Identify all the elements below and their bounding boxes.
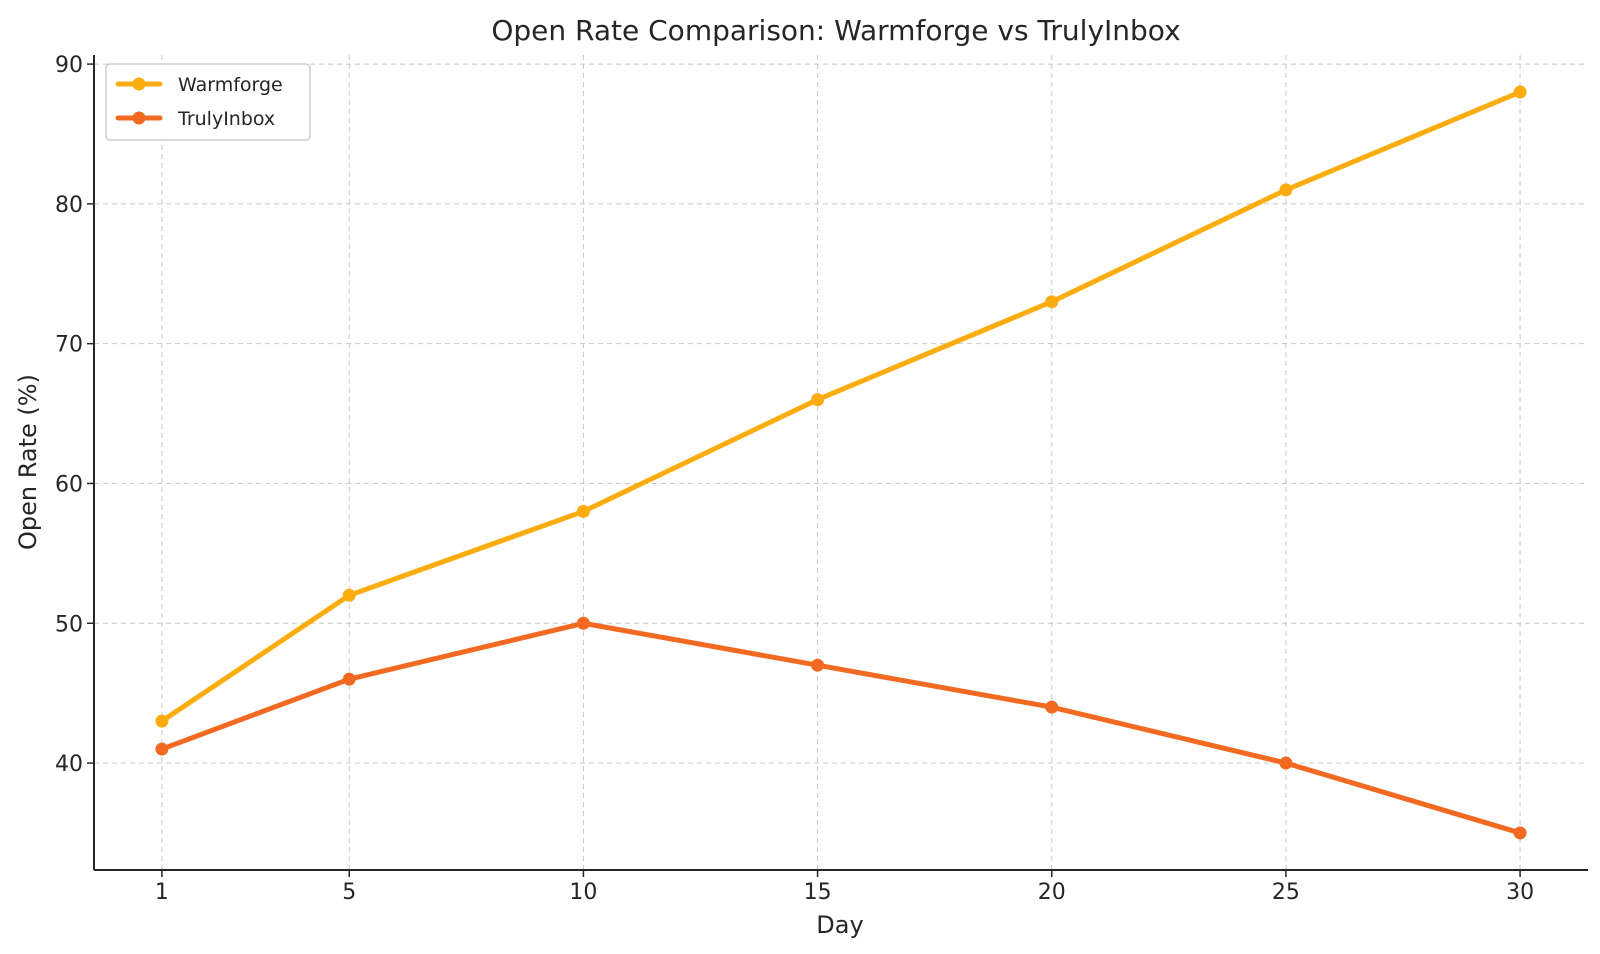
x-axis-label: Day xyxy=(816,911,863,939)
y-axis-ticks: 40 50 60 70 80 90 xyxy=(55,53,94,777)
x-tick-label: 15 xyxy=(804,880,832,905)
series-line-warmforge xyxy=(159,89,1523,724)
series-trulyinbox xyxy=(155,616,1527,840)
series-layer xyxy=(155,85,1527,840)
y-tick-label: 70 xyxy=(55,333,83,358)
y-tick-label: 40 xyxy=(55,752,83,777)
data-point-warmforge xyxy=(342,588,356,602)
grid-layer xyxy=(94,55,1588,870)
data-point-trulyinbox xyxy=(1045,700,1059,714)
data-point-warmforge xyxy=(155,714,169,728)
legend-marker-warmforge xyxy=(132,77,146,91)
y-tick-label: 90 xyxy=(55,53,83,78)
legend: Warmforge TrulyInbox xyxy=(105,63,311,141)
x-tick-label: 5 xyxy=(342,880,356,905)
legend-label-trulyinbox: TrulyInbox xyxy=(177,108,275,130)
chart-title: Open Rate Comparison: Warmforge vs Truly… xyxy=(491,14,1180,47)
y-tick-label: 80 xyxy=(55,193,83,218)
y-axis-label: Open Rate (%) xyxy=(14,374,42,550)
data-point-trulyinbox xyxy=(342,672,356,686)
data-point-warmforge xyxy=(1279,183,1293,197)
x-tick-label: 25 xyxy=(1272,880,1300,905)
y-tick-label: 60 xyxy=(55,472,83,497)
data-point-trulyinbox xyxy=(1513,826,1527,840)
data-point-warmforge xyxy=(1513,85,1527,99)
data-point-trulyinbox xyxy=(576,616,590,630)
x-tick-label: 20 xyxy=(1038,880,1066,905)
x-tick-label: 30 xyxy=(1506,880,1534,905)
data-point-warmforge xyxy=(576,504,590,518)
series-warmforge xyxy=(155,85,1527,728)
data-point-trulyinbox xyxy=(155,742,169,756)
legend-label-warmforge: Warmforge xyxy=(178,74,283,96)
series-line-trulyinbox xyxy=(159,620,1523,836)
data-point-trulyinbox xyxy=(1279,756,1293,770)
x-tick-label: 10 xyxy=(569,880,597,905)
legend-marker-trulyinbox xyxy=(132,111,146,125)
data-point-trulyinbox xyxy=(811,658,825,672)
y-tick-label: 50 xyxy=(55,612,83,637)
data-point-warmforge xyxy=(1045,295,1059,309)
x-axis-ticks: 1 5 10 15 20 25 30 xyxy=(155,870,1534,905)
x-tick-label: 1 xyxy=(155,880,169,905)
data-point-warmforge xyxy=(811,393,825,407)
